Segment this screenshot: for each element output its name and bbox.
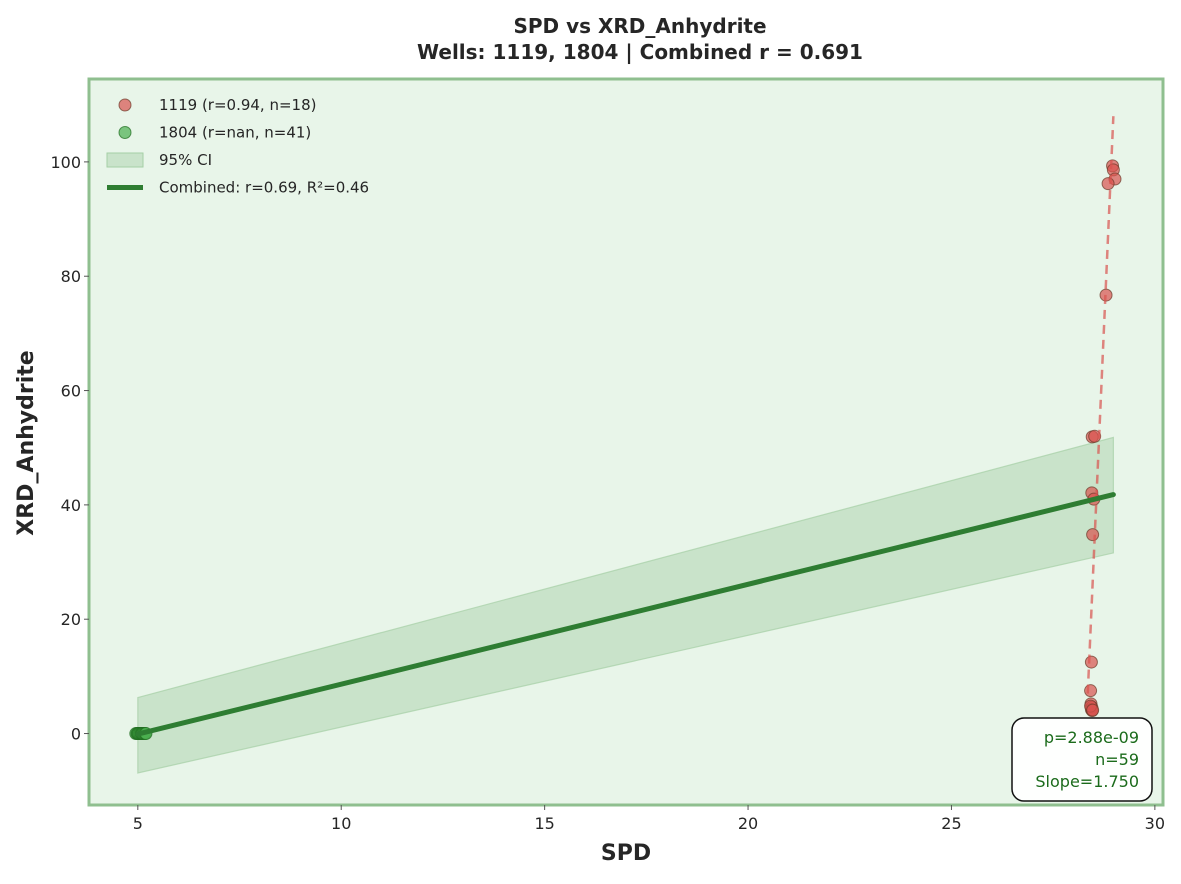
series-1119: [1084, 159, 1122, 718]
y-tick-label: 0: [71, 725, 81, 744]
y-tick-label: 100: [50, 153, 81, 172]
stats-line: p=2.88e-09: [1044, 728, 1139, 747]
x-axis-label: SPD: [601, 841, 651, 866]
y-axis-label: XRD_Anhydrite: [14, 350, 39, 535]
legend-label-1119: 1119 (r=0.94, n=18): [159, 96, 316, 114]
stats-line: n=59: [1095, 750, 1139, 769]
x-tick-label: 25: [941, 814, 961, 833]
y-tick-label: 80: [61, 267, 81, 286]
trend-line-1119: [1086, 116, 1115, 694]
legend-marker-1804: [118, 126, 132, 139]
stats-box: p=2.88e-09 n=59 Slope=1.750: [1011, 717, 1153, 802]
x-tick-label: 15: [534, 814, 554, 833]
y-tick-label: 60: [61, 382, 81, 401]
x-tick-label: 5: [133, 814, 143, 833]
confidence-band: [137, 436, 1114, 774]
data-point-1119-11: [1084, 684, 1098, 698]
plot-background: [89, 79, 1163, 805]
stats-box-background: [1011, 717, 1153, 802]
chart-title: SPD vs XRD_Anhydrite: [513, 14, 766, 38]
data-point-1119-9: [1086, 528, 1100, 542]
legend-label-1804: 1804 (r=nan, n=41): [159, 124, 311, 142]
combined-fit-line: [135, 492, 1116, 737]
legend-marker-1119: [118, 98, 132, 112]
stats-line: Slope=1.750: [1035, 772, 1139, 791]
legend: 1119 (r=0.94, n=18) 1804 (r=nan, n=41) 95%…: [106, 96, 369, 197]
x-tick-label: 20: [738, 814, 758, 833]
legend-marker-ci: [106, 152, 144, 168]
data-point-1119-6: [1088, 429, 1102, 443]
y-tick-label: 40: [61, 496, 81, 515]
data-point-1119-3: [1101, 177, 1115, 191]
data-point-1119-10: [1084, 655, 1098, 669]
legend-label-ci: 95% CI: [159, 151, 212, 169]
plot-frame: [87, 77, 1165, 807]
plot-area: 5 10 15 20 25 30 0 20 40 60 80 100 1119 (r=0.94, n=1…: [50, 77, 1165, 833]
x-tick-label: 10: [331, 814, 351, 833]
y-tick-label: 20: [61, 610, 81, 629]
legend-label-combined: Combined: r=0.69, R²=0.46: [159, 179, 369, 197]
chart-subtitle: Wells: 1119, 1804 | Combined r = 0.691: [417, 40, 863, 64]
data-point-1119-17: [1086, 703, 1100, 717]
x-tick-label: 30: [1145, 814, 1165, 833]
